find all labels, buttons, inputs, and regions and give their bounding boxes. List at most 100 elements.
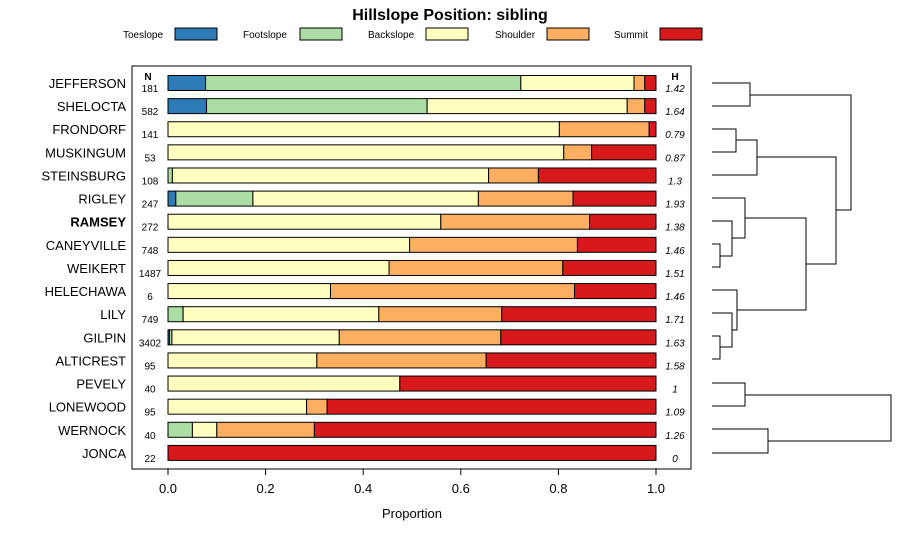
row-n-rigley: 247 bbox=[142, 200, 159, 211]
bar-muskingum-shoulder bbox=[563, 144, 593, 161]
row-h-frondorf: 0.79 bbox=[665, 130, 685, 141]
row-n-alticrest: 95 bbox=[144, 361, 156, 372]
dendrogram-branch-13 bbox=[712, 428, 769, 454]
dendrogram-branch-11 bbox=[750, 94, 852, 211]
row-n-muskingum: 53 bbox=[144, 153, 156, 164]
row-label-rigley: RIGLEY bbox=[78, 192, 126, 207]
legend-label-shoulder: Shoulder bbox=[495, 30, 536, 41]
bar-jefferson-toeslope bbox=[167, 75, 207, 91]
bar-jefferson-footslope bbox=[205, 75, 522, 91]
legend-label-backslope: Backslope bbox=[368, 30, 415, 41]
legend-label-footslope: Footslope bbox=[243, 30, 287, 41]
legend-swatch-backslope bbox=[425, 27, 469, 41]
row-h-lily: 1.71 bbox=[665, 315, 684, 326]
bar-alticrest-summit bbox=[485, 352, 657, 369]
row-h-lonewood: 1.09 bbox=[665, 408, 685, 419]
row-label-muskingum: MUSKINGUM bbox=[45, 145, 126, 160]
row-h-muskingum: 0.87 bbox=[665, 153, 685, 164]
bar-weikert-shoulder bbox=[388, 259, 564, 276]
bar-frondorf-summit bbox=[648, 121, 657, 138]
row-label-gilpin: GILPIN bbox=[83, 330, 126, 345]
row-n-helechawa: 6 bbox=[147, 292, 153, 303]
bar-shelocta-toeslope bbox=[167, 98, 208, 115]
row-h-ramsey: 1.38 bbox=[665, 223, 685, 234]
bar-wernock-summit bbox=[313, 421, 657, 438]
legend-swatch-summit bbox=[659, 27, 703, 41]
dendrogram-branch-3 bbox=[712, 243, 721, 268]
bar-shelocta-footslope bbox=[206, 98, 428, 115]
dendrogram-branch-1 bbox=[712, 128, 737, 153]
bar-steinsburg-shoulder bbox=[488, 167, 539, 184]
row-n-weikert: 1487 bbox=[139, 269, 162, 280]
bar-muskingum-backslope bbox=[167, 144, 565, 161]
bar-jefferson-summit bbox=[644, 75, 657, 91]
bar-wernock-backslope bbox=[191, 421, 218, 438]
bar-jefferson-backslope bbox=[520, 75, 635, 91]
row-label-weikert: WEIKERT bbox=[67, 261, 126, 276]
bar-pevely-summit bbox=[399, 375, 657, 392]
bar-rigley-footslope bbox=[175, 190, 254, 207]
dendrogram-branch-8 bbox=[712, 289, 738, 331]
bar-helechawa-summit bbox=[574, 283, 657, 300]
bar-caneyville-shoulder bbox=[409, 236, 578, 253]
bar-ramsey-summit bbox=[589, 213, 657, 230]
bar-jefferson-shoulder bbox=[633, 75, 646, 91]
bar-rigley-toeslope bbox=[167, 190, 177, 207]
dendrogram-branch-9 bbox=[737, 217, 807, 311]
bar-helechawa-backslope bbox=[167, 283, 331, 300]
dendrogram-branch-4 bbox=[712, 220, 733, 257]
bar-steinsburg-footslope bbox=[167, 167, 173, 184]
bar-ramsey-shoulder bbox=[440, 213, 591, 230]
row-label-wernock: WERNOCK bbox=[58, 423, 126, 438]
dendrogram-branch-10 bbox=[757, 156, 837, 265]
row-n-pevely: 40 bbox=[144, 385, 156, 396]
bar-muskingum-summit bbox=[591, 144, 657, 161]
bar-lily-summit bbox=[501, 306, 657, 323]
bar-gilpin-backslope bbox=[171, 329, 340, 346]
row-n-frondorf: 141 bbox=[142, 130, 159, 141]
row-n-lonewood: 95 bbox=[144, 408, 156, 419]
bar-lonewood-summit bbox=[326, 398, 657, 415]
row-label-shelocta: SHELOCTA bbox=[57, 99, 126, 114]
x-axis: 0.0 0.2 0.4 0.6 0.8 1.0 bbox=[159, 469, 665, 496]
bar-alticrest-shoulder bbox=[316, 352, 487, 369]
dendrogram-branch-12 bbox=[712, 382, 746, 407]
bar-shelocta-shoulder bbox=[626, 98, 646, 115]
bar-lonewood-backslope bbox=[167, 398, 308, 415]
n-header: N bbox=[144, 72, 151, 83]
row-h-pevely: 1 bbox=[672, 385, 678, 396]
row-n-ramsey: 272 bbox=[142, 223, 159, 234]
bar-gilpin-shoulder bbox=[338, 329, 502, 346]
bar-lily-shoulder bbox=[378, 306, 503, 323]
bar-helechawa-shoulder bbox=[330, 283, 575, 300]
row-h-shelocta: 1.64 bbox=[665, 107, 685, 118]
legend: Toeslope Footslope Backslope Shoulder Summit bbox=[123, 27, 703, 41]
row-label-caneyville: CANEYVILLE bbox=[46, 238, 127, 253]
bar-wernock-footslope bbox=[167, 421, 193, 438]
row-label-pevely: PEVELY bbox=[76, 377, 126, 392]
dendrogram-branch-2 bbox=[712, 139, 758, 176]
row-n-lily: 749 bbox=[142, 315, 159, 326]
row-h-wernock: 1.26 bbox=[665, 431, 685, 442]
x-axis-label: Proportion bbox=[382, 506, 442, 521]
x-tick-label-4: 0.8 bbox=[549, 481, 567, 496]
row-h-helechawa: 1.46 bbox=[665, 292, 685, 303]
bar-wernock-shoulder bbox=[216, 421, 315, 438]
bar-frondorf-shoulder bbox=[558, 121, 650, 138]
bar-steinsburg-backslope bbox=[171, 167, 490, 184]
x-tick-label-0: 0.0 bbox=[159, 481, 177, 496]
row-n-caneyville: 748 bbox=[142, 246, 159, 257]
x-tick-label-1: 0.2 bbox=[257, 481, 275, 496]
row-h-caneyville: 1.46 bbox=[665, 246, 685, 257]
dendrogram-branch-0 bbox=[712, 82, 751, 107]
row-h-jonca: 0 bbox=[672, 454, 678, 465]
row-h-alticrest: 1.58 bbox=[665, 361, 685, 372]
row-label-alticrest: ALTICREST bbox=[55, 353, 126, 368]
row-h-rigley: 1.93 bbox=[665, 200, 685, 211]
x-tick-label-5: 1.0 bbox=[647, 481, 665, 496]
bar-weikert-summit bbox=[562, 259, 657, 276]
row-label-lonewood: LONEWOOD bbox=[49, 400, 126, 415]
bar-lily-backslope bbox=[182, 306, 380, 323]
row-n-wernock: 40 bbox=[144, 431, 156, 442]
